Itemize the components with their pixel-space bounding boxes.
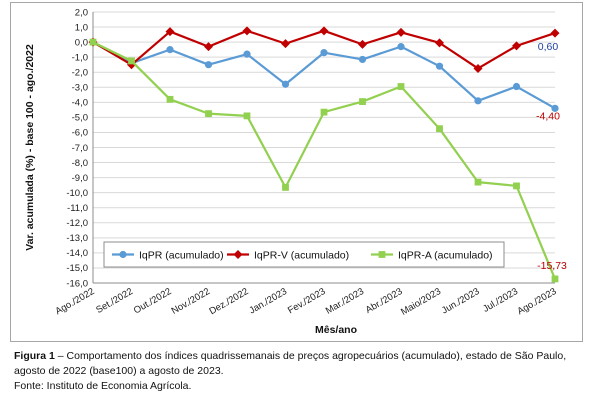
figure-caption: Figura 1 – Comportamento dos índices qua… [14,349,584,394]
y-tick-label: -8,0 [72,158,88,169]
y-tick-label: -14,0 [66,248,88,259]
data-point [397,43,405,51]
caption-main: Figura 1 – Comportamento dos índices qua… [14,349,584,379]
x-tick-label: Ago./2022 [53,286,96,317]
x-tick-label: Ago./2023 [515,286,558,317]
data-point [320,49,328,57]
caption-text: – Comportamento dos índices quadrisseman… [14,350,567,377]
data-point [551,275,559,283]
data-point [359,98,366,105]
end-value-label: -4,40 [536,110,560,122]
data-point [243,50,251,58]
data-point [205,110,212,118]
data-point [204,42,213,52]
data-point [550,28,560,38]
legend-label: IqPR-A (acumulado) [398,249,493,261]
y-tick-label: 0,0 [75,37,88,48]
x-tick-label: Set./2022 [94,286,135,316]
y-tick-label: -6,0 [72,128,88,139]
y-tick-label: -11,0 [67,203,88,214]
data-point [512,82,521,91]
data-point [513,182,520,190]
y-tick-label: -1,0 [72,52,88,63]
data-point [204,61,213,69]
y-tick-label: -9,0 [72,173,88,184]
data-point [165,27,175,37]
line-chart: 2,0 1,0 0,0 -1,0 -2,0 -3,0 -4,0 -5,0 -6,0 -7,0 -8,… [24,7,567,336]
y-tick-label: -10,0 [66,188,88,199]
x-tick-label: Mar./2023 [324,286,366,317]
x-axis-title: Mês/ano [315,324,357,336]
x-tick-label: Abr./2023 [364,286,405,316]
data-point [166,95,174,103]
data-point [358,39,367,49]
data-point [319,26,329,36]
data-point [396,27,406,37]
x-tick-label: Maio/2023 [399,286,443,318]
x-tick-label: Dez./2022 [207,286,250,317]
data-point [242,26,252,36]
data-point [473,63,483,73]
y-tick-label: 2,0 [75,7,88,18]
x-tick-label: Jul./2023 [481,286,520,315]
data-point [397,83,405,90]
x-tick-label: Nov./2022 [170,286,212,317]
data-point [435,62,444,70]
y-tick-label: -3,0 [72,83,88,94]
y-tick-label: -16,0 [66,278,88,289]
y-tick-label: -7,0 [72,143,88,154]
end-value-label: 0,60 [538,41,559,53]
end-value-label: -15,73 [537,260,567,272]
data-point [243,112,251,120]
legend-label: IqPR-V (acumulado) [254,249,349,261]
y-tick-label: -13,0 [66,233,88,244]
data-point [320,108,328,116]
chart-frame: 2,0 1,0 0,0 -1,0 -2,0 -3,0 -4,0 -5,0 -6,0 -7,0 -8,… [10,2,583,342]
data-point [233,250,243,259]
data-point [89,38,97,46]
data-point [282,183,289,191]
x-tick-label: Fev./2023 [286,286,327,316]
x-tick-label: Jan./2023 [247,286,289,316]
data-point [435,38,444,48]
legend-label: IqPR (acumulado) [139,249,224,261]
y-tick-label: -4,0 [72,98,88,109]
y-tick-label: -2,0 [72,68,88,79]
data-point [474,97,482,105]
data-point [551,104,559,112]
y-tick-label: 1,0 [75,22,88,33]
data-point [378,251,386,258]
data-point [512,41,521,51]
data-point [281,39,290,49]
x-tick-label: Jun./2023 [440,286,482,316]
data-point [119,250,127,259]
data-point [281,80,290,88]
y-tick-label: -12,0 [66,218,88,229]
data-point [474,178,482,186]
data-point [436,125,443,133]
data-point [166,46,174,54]
data-point [128,57,135,65]
data-point [358,55,367,64]
caption-source: Fonte: Instituto de Economia Agrícola. [14,380,192,392]
y-tick-label: -5,0 [72,113,88,124]
y-axis-title: Var. acumulada (%) - base 100 - ago./202… [24,44,36,251]
legend-box [103,241,505,268]
y-tick-label: -15,0 [66,263,88,274]
figure-label: Figura 1 [14,350,55,362]
x-tick-label: Out./2022 [132,286,174,316]
